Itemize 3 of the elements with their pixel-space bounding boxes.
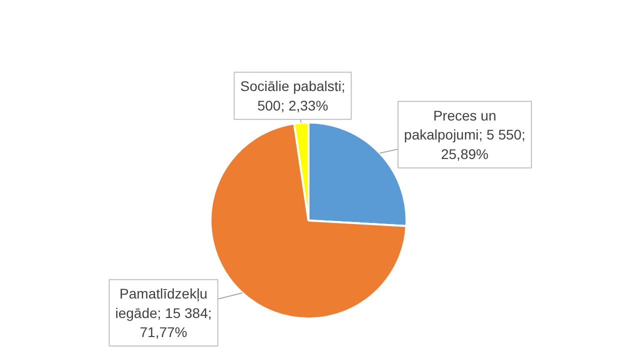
slice-label: Sociālie pabalsti; 500; 2,33% [240,78,346,114]
slice-label: Pamatlīdzekļu iegāde; 15 384; 71,77% [115,286,212,340]
slice-label: Preces un pakalpojumi; 5 550; 25,89% [404,107,526,162]
